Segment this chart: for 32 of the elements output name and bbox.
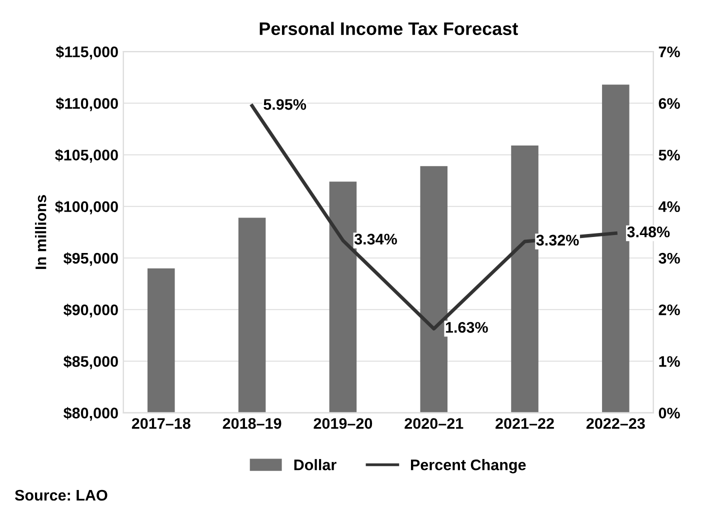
- data-label: 3.48%: [627, 226, 670, 238]
- data-label: 1.63%: [446, 322, 488, 333]
- x-tick-label: 2018–19: [222, 418, 282, 429]
- x-tick-label: 2020–21: [404, 418, 464, 429]
- y-tick-label: $80,000: [64, 406, 118, 421]
- chart-title: Personal Income Tax Forecast: [260, 22, 518, 36]
- y-axis-title: In millions: [35, 195, 46, 269]
- y2-tick-label: 3%: [658, 252, 680, 264]
- y2-tick-label: 7%: [658, 46, 680, 58]
- x-tick-label: 2022–23: [586, 418, 645, 429]
- y-tick-label: $95,000: [64, 252, 118, 266]
- y-tick-label: $105,000: [55, 148, 118, 163]
- data-label: 3.34%: [354, 234, 397, 245]
- data-label: 5.95%: [264, 99, 306, 110]
- y-tick-label: $110,000: [56, 97, 118, 112]
- y2-tick-label: 2%: [658, 304, 680, 316]
- y-tick-label: $115,000: [56, 46, 118, 60]
- y-tick-label: $90,000: [64, 304, 118, 318]
- y2-tick-label: 1%: [659, 356, 680, 367]
- legend-label: Percent Change: [410, 459, 526, 474]
- x-tick-label: 2021–22: [496, 418, 554, 429]
- y2-tick-label: 4%: [658, 201, 680, 212]
- y-tick-label: $85,000: [64, 355, 118, 370]
- legend-label: Dollar: [294, 459, 336, 470]
- y-tick-label: $100,000: [55, 200, 118, 214]
- y2-tick-label: 6%: [658, 98, 680, 109]
- data-label: 3.32%: [536, 234, 579, 246]
- source-note: Source: LAO: [14, 490, 108, 501]
- y2-tick-label: 5%: [658, 150, 680, 160]
- x-tick-label: 2017–18: [132, 418, 190, 429]
- y2-tick-label: 0%: [658, 408, 680, 418]
- x-tick-label: 2019–20: [314, 418, 372, 429]
